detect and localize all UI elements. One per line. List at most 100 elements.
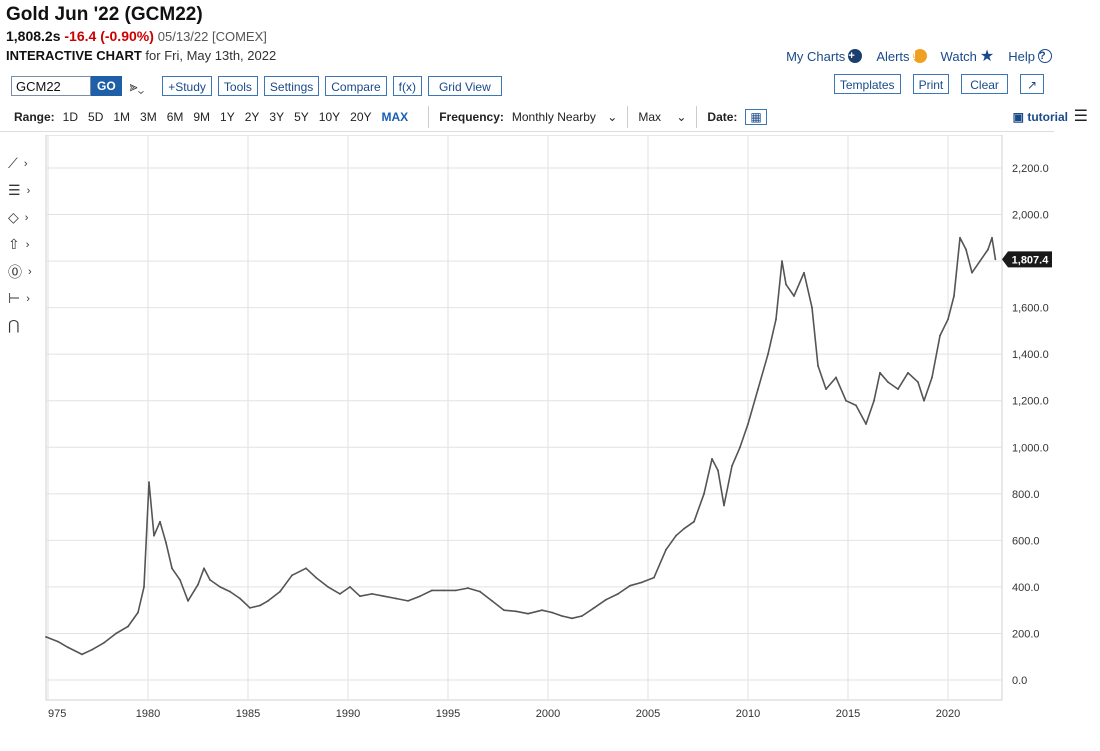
price-point [455,589,457,592]
price-point [693,520,695,523]
fib-tool[interactable]: ☰ › [8,177,42,204]
tools-button[interactable]: Tools [217,76,258,96]
help-icon: ? [1038,49,1052,63]
price-point [57,640,59,643]
divider [696,106,698,128]
chart-toolbar: GCM22 GO ⫸⌄ +Study Tools Settings Compar… [11,74,508,98]
range-option-5d[interactable]: 5D [88,110,104,124]
y-tick-label: 2,000.0 [1012,210,1049,222]
subtitle-bold: INTERACTIVE CHART [6,48,142,63]
chart-type-icon[interactable]: ⫸⌄ [129,77,145,94]
price-point [987,248,989,251]
range-option-5y[interactable]: 5Y [294,110,309,124]
price-point [817,364,819,367]
range-option-9m[interactable]: 9M [193,110,211,124]
line-tool[interactable]: ⟋ › [8,150,42,177]
price-point [153,534,155,537]
study-button[interactable]: +Study [162,76,212,96]
alerts-label: Alerts [876,48,910,64]
range-option-6m[interactable]: 6M [166,110,184,124]
help-label: Help [1008,48,1035,64]
range-option-10y[interactable]: 10Y [318,110,341,124]
price-point [179,579,181,581]
print-button[interactable]: Print [912,74,950,94]
go-button[interactable]: GO [91,76,122,96]
tutorial-link[interactable]: ▣ tutorial [1013,110,1068,124]
range-option-3m[interactable]: 3M [140,110,157,124]
chevron-down-icon: ⌄ [607,110,618,124]
price-point [339,592,341,595]
calendar-icon[interactable]: ▦ [745,109,767,125]
settings-button[interactable]: Settings [263,76,320,96]
shape-tool[interactable]: ◇ › [8,204,42,231]
shape-icon: ◇ [8,209,19,225]
magnet-tool[interactable]: ⋂ [8,312,42,339]
price-point [515,610,517,613]
fx-button[interactable]: f(x) [392,76,422,96]
max-select[interactable]: Max ⌄ [638,110,686,124]
price-chart[interactable]: 0.0 200.0 400.0 600.0 800.0 1,000.0 1,200.0 1,4… [0,135,1060,735]
symbol-input[interactable]: GCM22 [11,76,91,96]
annotation-tool[interactable]: ⓪ › [8,258,42,285]
price-point [159,520,161,523]
grid-view-button[interactable]: Grid View [427,76,502,96]
range-option-3y[interactable]: 3Y [269,110,285,124]
film-icon: ▣ [1012,110,1024,124]
x-tick-label: 2015 [836,708,860,720]
price-point [959,236,961,239]
price-point [219,586,221,588]
y-tick-label: 800.0 [1012,489,1040,501]
compare-button[interactable]: Compare [325,76,387,96]
price-point [249,606,251,609]
price-point [747,423,749,425]
price-point [103,641,105,644]
price-point [419,595,421,598]
watch-link[interactable]: Watch ★ [941,46,995,66]
price-point [879,371,881,374]
price-point [947,318,949,321]
x-tick-label: 2000 [536,708,560,720]
clear-button[interactable]: Clear [961,74,1008,94]
x-tick-label: 2005 [636,708,660,720]
price-point [629,584,631,587]
price-point [675,534,677,537]
price-point [349,586,351,588]
range-option-1y[interactable]: 1Y [220,110,235,124]
range-option-max[interactable]: MAX [381,110,409,124]
x-tick-label: 2020 [936,708,960,720]
price-point [731,464,733,467]
price-point [561,615,563,617]
drawing-tools: ⟋ › ☰ › ◇ › ⇧ › ⓪ › ⊢ › ⋂ [8,150,42,339]
menu-icon[interactable]: ☰ [1073,108,1088,125]
date-label: Date: [707,110,738,124]
measure-tool[interactable]: ⊢ › [8,285,42,312]
x-tick-label: 1980 [136,708,160,720]
price-point [767,353,769,356]
arrow-tool[interactable]: ⇧ › [8,231,42,258]
magnet-icon: ⋂ [8,317,20,333]
range-option-2y[interactable]: 2Y [244,110,260,124]
price-point [907,371,909,374]
expand-icon[interactable]: ↗ [1019,74,1044,94]
watch-label: Watch [940,48,977,64]
range-option-1d[interactable]: 1D [62,110,79,124]
x-tick-label: 1990 [336,708,360,720]
range-option-1m[interactable]: 1M [113,110,131,124]
range-option-20y[interactable]: 20Y [350,110,372,124]
price-point [491,599,493,602]
x-tick-label: 975 [48,708,66,720]
alerts-link[interactable]: Alerts! [876,48,927,64]
price-point [785,283,787,286]
toolbar-right: Templates Print Clear ↗ [833,74,1050,94]
frequency-select[interactable]: Monthly Nearby ⌄ [512,110,617,124]
price-point [327,586,329,588]
price-point [923,399,925,402]
x-tick-label: 1985 [236,708,260,720]
templates-button[interactable]: Templates [833,74,901,94]
y-tick-label: 2,200.0 [1012,163,1049,175]
price-point [653,576,655,579]
price-point [551,611,553,614]
help-link[interactable]: Help? [1008,49,1052,64]
my-charts-link[interactable]: My Charts + [786,49,863,64]
chevron-right-icon: › [25,238,30,251]
